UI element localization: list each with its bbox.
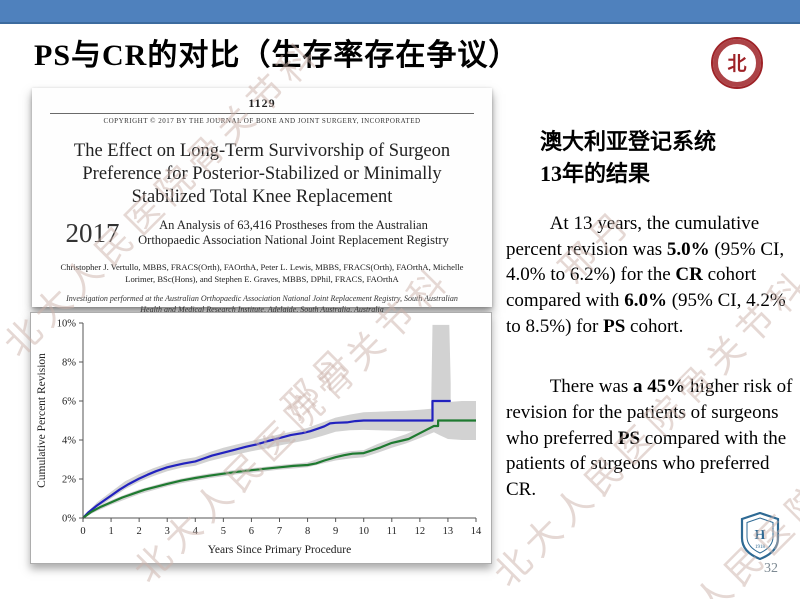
x-tick-label: 13: [443, 526, 454, 537]
line-ps: [82, 399, 451, 519]
y-axis-label: Cumulative Percent Revision: [36, 353, 48, 488]
y-tick-label: 0%: [62, 514, 76, 525]
x-tick-label: 8: [305, 526, 310, 537]
journal-page-number: 1129: [248, 96, 276, 110]
x-tick-label: 11: [387, 526, 397, 537]
summary-paragraph-1: At 13 years, the cumulative percent revi…: [506, 212, 786, 338]
x-tick-label: 0: [80, 526, 85, 537]
x-tick-label: 9: [333, 526, 338, 537]
summary-heading: 澳大利亚登记系统 13年的结果: [540, 126, 798, 190]
slide-title: PS与CR的对比（生存率存在争议）: [34, 39, 520, 72]
journal-article-card: 1129 COPYRIGHT © 2017 BY THE JOURNAL OF …: [32, 88, 492, 314]
y-tick-label: 2%: [62, 475, 76, 486]
x-tick-label: 12: [415, 526, 426, 537]
article-year-row: 2017 An Analysis of 63,416 Prostheses fr…: [32, 218, 492, 249]
y-tick-label: 4%: [62, 436, 76, 447]
x-tick-label: 10: [358, 526, 369, 537]
y-tick-label: 10%: [57, 319, 77, 330]
journal-rule: [50, 113, 474, 114]
line-cr: [82, 419, 476, 519]
journal-copyright: COPYRIGHT © 2017 BY THE JOURNAL OF BONE …: [103, 117, 421, 125]
x-tick-label: 5: [221, 526, 226, 537]
article-subtitle: An Analysis of 63,416 Prostheses from th…: [138, 217, 449, 248]
summary-heading-line2: 13年的结果: [540, 160, 651, 186]
summary-column: 澳大利亚登记系统 13年的结果 At 13 years, the cumulat…: [506, 126, 798, 503]
article-investigation-note: Investigation performed at the Australia…: [66, 294, 458, 315]
summary-paragraph-2: There was a 45% higher risk of revision …: [506, 375, 793, 501]
x-tick-label: 3: [165, 526, 170, 537]
article-authors: Christopher J. Vertullo, MBBS, FRACS(Ort…: [60, 262, 464, 285]
y-tick-label: 8%: [62, 358, 76, 369]
x-tick-label: 7: [277, 526, 282, 537]
top-accent-bar: [0, 0, 800, 24]
article-year: 2017: [65, 217, 120, 248]
svg-text:1918: 1918: [755, 545, 766, 550]
x-tick-label: 6: [249, 526, 254, 537]
summary-heading-line1: 澳大利亚登记系统: [540, 129, 717, 154]
article-title: The Effect on Long-Term Survivorship of …: [73, 141, 451, 207]
svg-text:北: 北: [727, 53, 746, 75]
x-tick-label: 1: [108, 526, 113, 537]
x-tick-label: 4: [193, 526, 199, 537]
slide-page-number: 32: [764, 561, 778, 576]
y-tick-label: 6%: [62, 397, 76, 408]
x-tick-label: 14: [471, 526, 482, 537]
hospital-shield-logo: H 1918: [740, 512, 780, 560]
revision-chart: 0 1 2 3 4 5 6 7 8 9 10 11 12 13 140%2%4%6%8%10%Years S…: [36, 319, 482, 557]
x-axis-label: Years Since Primary Procedure: [208, 544, 352, 556]
survivorship-chart-card: 0 1 2 3 4 5 6 7 8 9 10 11 12 13 14 0% 2% 4% 6% 8% 10% Years S…: [30, 312, 492, 564]
peking-university-seal-logo: 北: [711, 37, 763, 89]
svg-text:H: H: [755, 528, 766, 543]
x-tick-label: 2: [137, 526, 142, 537]
